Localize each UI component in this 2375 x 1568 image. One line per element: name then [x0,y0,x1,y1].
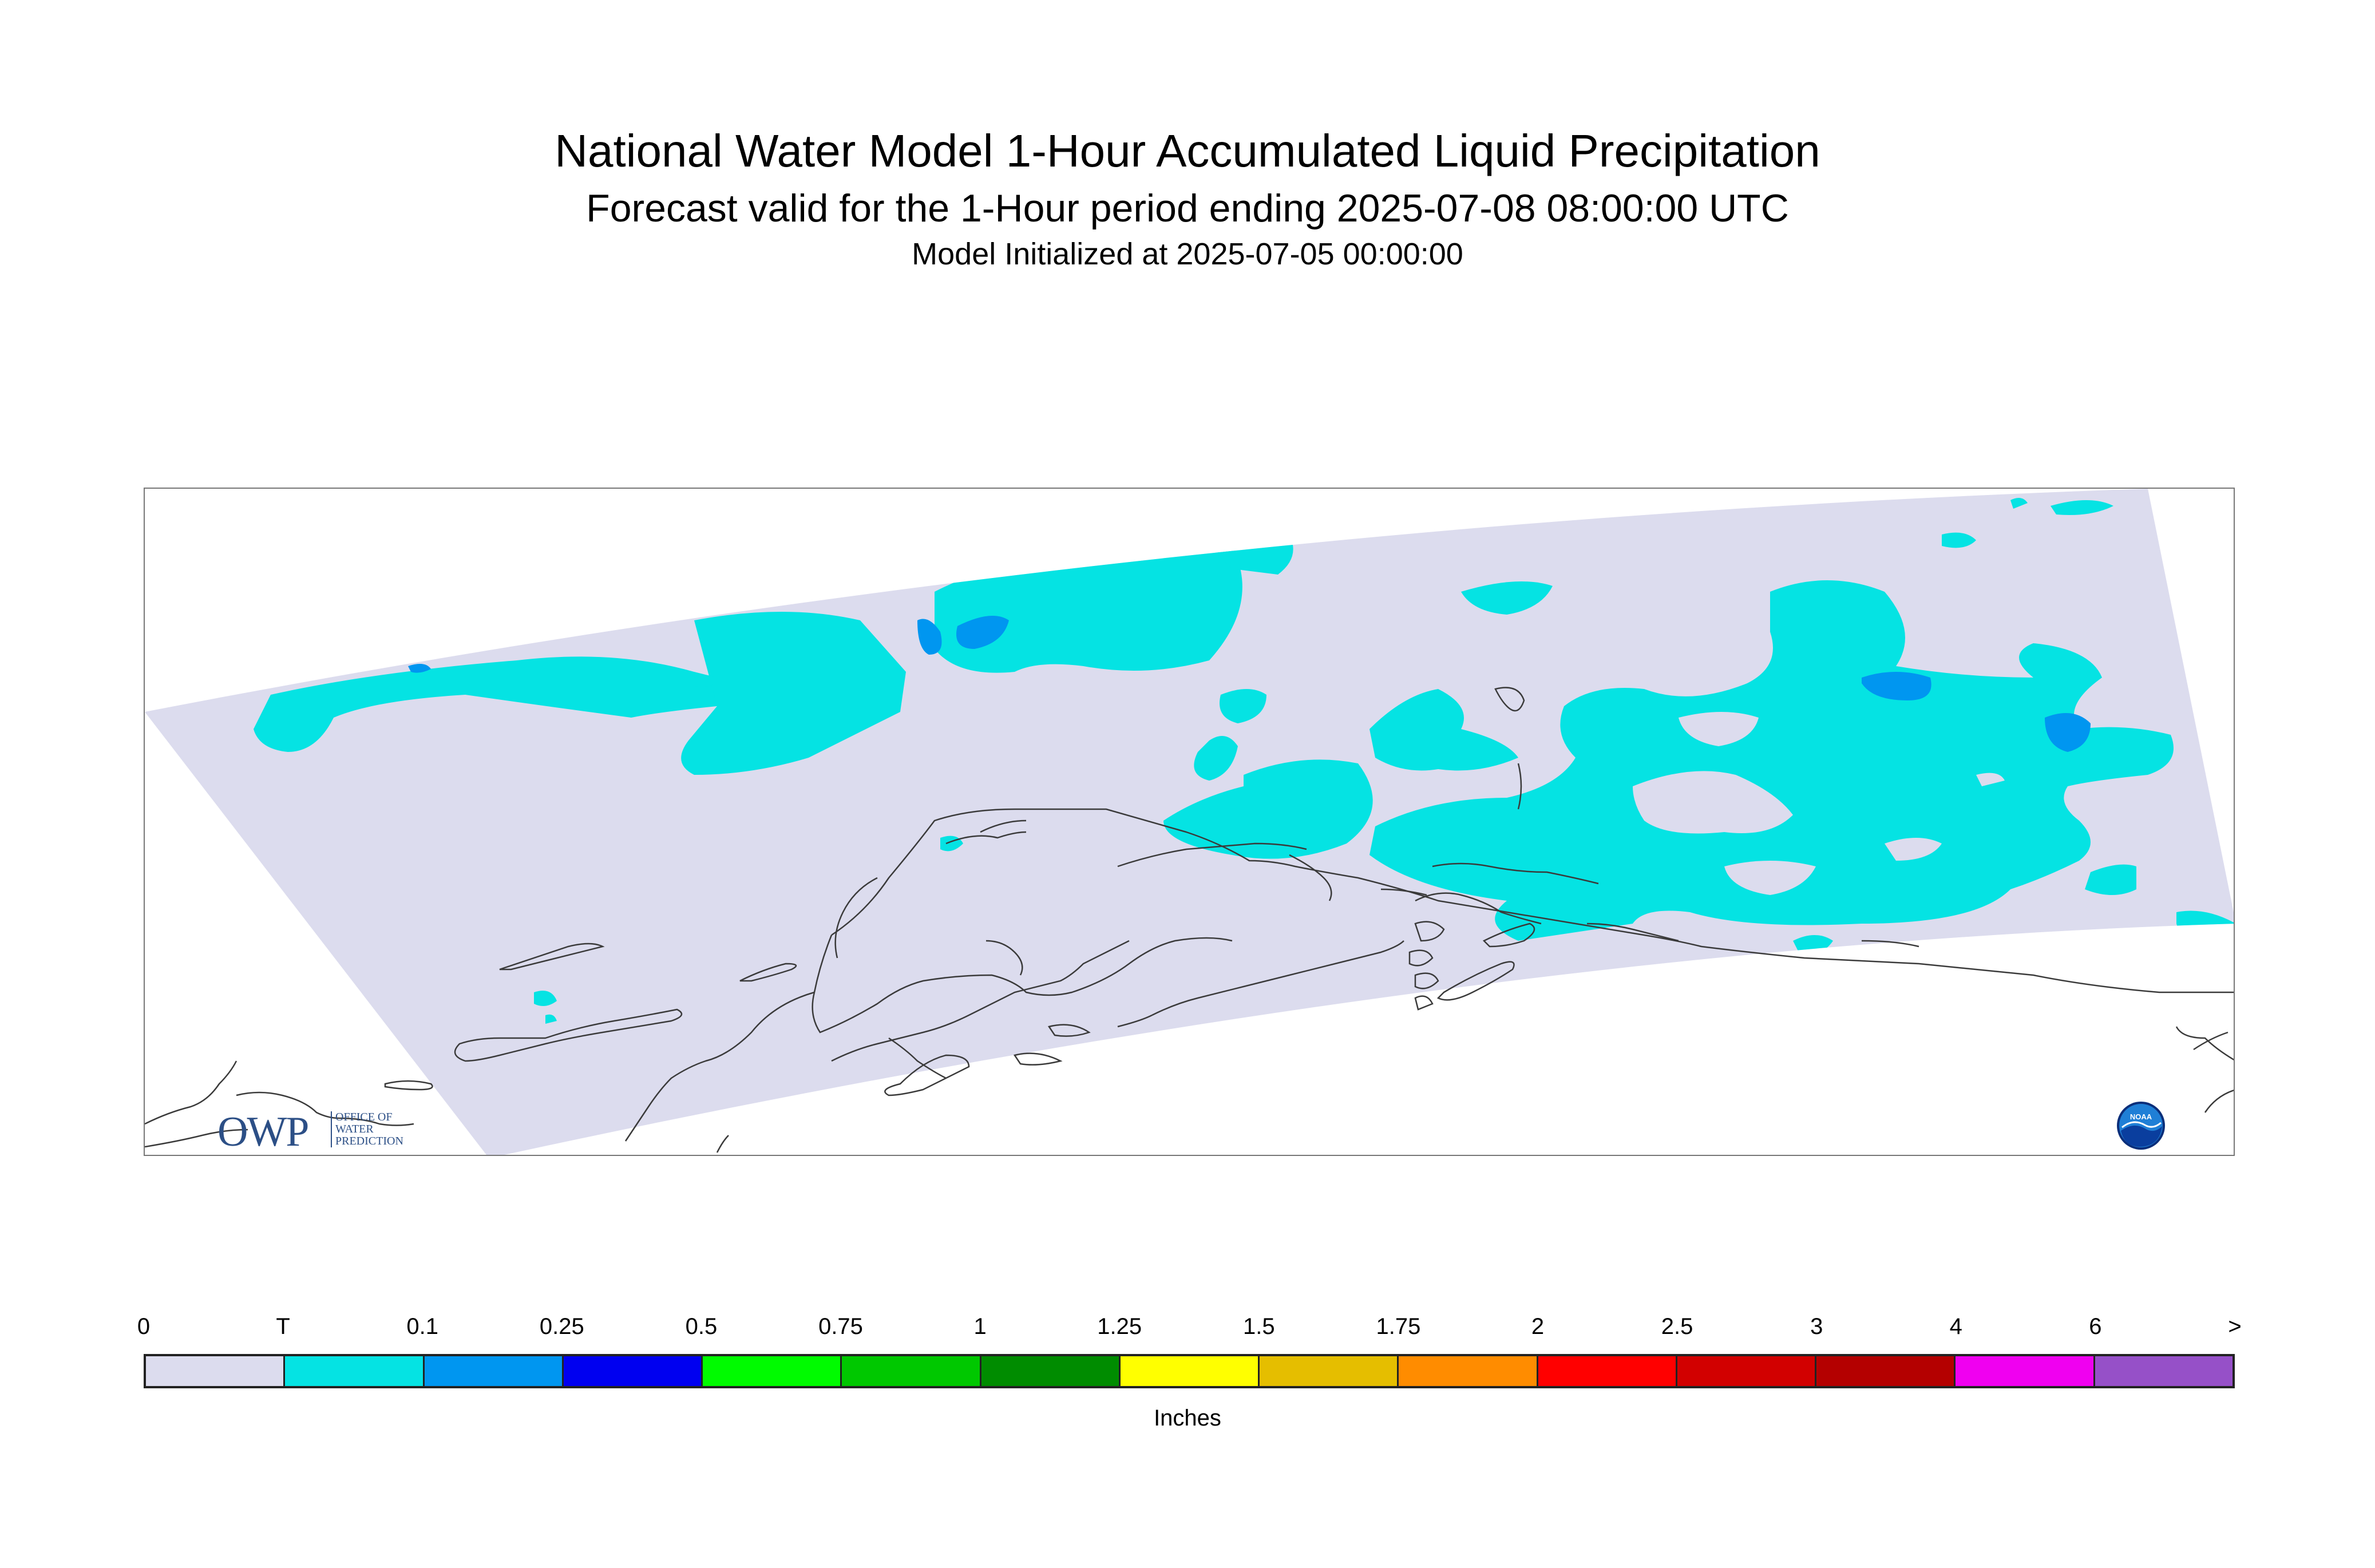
legend-bin [1260,1356,1399,1386]
noaa-logo-text: NOAA [2130,1112,2152,1121]
legend-tick-label: 1.5 [1242,1314,1275,1339]
init-time: Model Initialized at 2025-07-05 00:00:00 [912,237,1463,271]
precip-map [144,488,2235,1156]
legend-tick-label: 1.25 [1097,1314,1142,1339]
legend-bin [1399,1356,1538,1386]
owp-logo-line3: PREDICTION [335,1135,403,1147]
legend-bin [842,1356,981,1386]
legend-bin [1538,1356,1677,1386]
color-legend [144,1354,2235,1388]
precip-areas [254,498,2234,1024]
owp-logo: OWP OFFICE OF WATER PREDICTION [217,1103,429,1155]
legend-bin [1677,1356,1817,1386]
legend-tick-label: T [276,1314,290,1339]
legend-tick-label: 1.75 [1376,1314,1421,1339]
legend-bin [563,1356,703,1386]
noaa-logo-icon: NOAA [2116,1101,2166,1150]
legend-bin [1956,1356,2095,1386]
legend-bin [285,1356,425,1386]
legend-bin [703,1356,842,1386]
owp-logo-abbrev: OWP [217,1108,309,1155]
legend-bin [424,1356,564,1386]
map-subtitle: Forecast valid for the 1-Hour period end… [586,187,1789,230]
legend-tick-label: 0 [137,1314,151,1339]
owp-logo-line1: OFFICE OF [335,1111,393,1123]
legend-tick-label: 4 [1949,1314,1962,1339]
legend-bin [1120,1356,1260,1386]
legend-tick-label: 6 [2089,1314,2102,1339]
legend-bin [1816,1356,1956,1386]
legend-tick-label: > [2228,1314,2242,1339]
legend-tick-label: 0.25 [539,1314,584,1339]
legend-bin [146,1356,286,1386]
legend-tick-label: 2 [1531,1314,1545,1339]
legend-tick-label: 0.75 [818,1314,863,1339]
legend-tick-label: 1 [973,1314,987,1339]
legend-tick-label: 3 [1810,1314,1823,1339]
coastlines [145,687,2234,1153]
legend-tick-label: 2.5 [1661,1314,1693,1339]
legend-bin [981,1356,1121,1386]
legend-ticks: 0 T 0.1 0.25 0.5 0.75 1 1.25 1.5 1.75 2 2.5 3 4 6 > [0,1314,2375,1343]
owp-logo-line2: WATER [335,1123,374,1135]
owp-logo-text: OFFICE OF WATER PREDICTION [331,1111,403,1147]
legend-units: Inches [1154,1405,1221,1431]
legend-tick-label: 0.5 [685,1314,718,1339]
map-title: National Water Model 1-Hour Accumulated … [555,125,1820,176]
legend-bin [2095,1356,2232,1386]
legend-tick-label: 0.1 [406,1314,438,1339]
